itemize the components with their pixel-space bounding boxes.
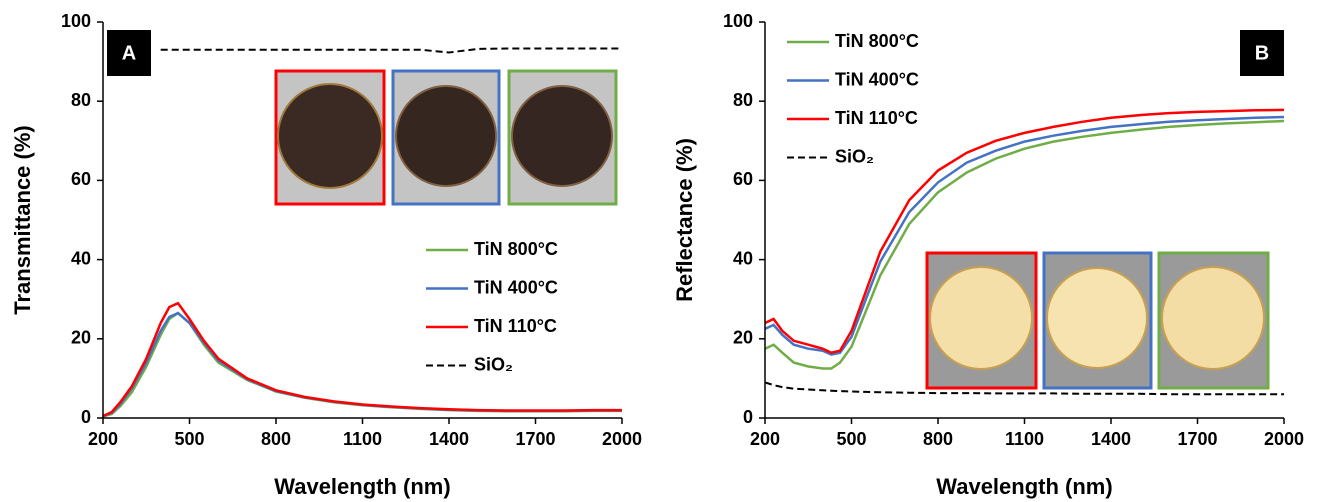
plot: 0 20 40 60 80 100 200 500 800 1100 1400 1700 2000 Wav… xyxy=(672,11,1304,499)
photos-b xyxy=(925,251,1270,390)
series-line xyxy=(764,115,1285,356)
legend-label: TiN 110°C xyxy=(474,316,557,336)
x-tick-label: 1400 xyxy=(1091,429,1131,449)
x-tick-label: 1400 xyxy=(429,429,469,449)
x-tick-label: 800 xyxy=(923,429,953,449)
x-tick-label: 1700 xyxy=(515,429,555,449)
series-line xyxy=(764,381,1284,396)
y-axis-title: Transmittance (%) xyxy=(10,125,35,315)
y-tick-label: 0 xyxy=(81,407,91,427)
panel-label: A xyxy=(122,42,136,64)
x-tick-label: 2000 xyxy=(1264,429,1304,449)
series-line xyxy=(102,301,622,418)
x-tick-label: 1100 xyxy=(1005,429,1044,449)
legend-label: TiN 400°C xyxy=(835,69,919,89)
x-tick-label: 800 xyxy=(261,429,291,449)
x-tick-label: 2000 xyxy=(602,429,642,449)
series-line xyxy=(160,47,622,54)
legend-label: SiO₂ xyxy=(835,146,874,166)
x-tick-label: 200 xyxy=(88,429,118,449)
series-line xyxy=(764,108,1285,355)
x-tick-label: 500 xyxy=(836,429,866,449)
photo-disc xyxy=(395,85,497,187)
y-tick-label: 100 xyxy=(723,11,753,31)
photo-disc xyxy=(929,266,1033,370)
photo-disc xyxy=(1161,266,1265,370)
x-tick-label: 1700 xyxy=(1177,429,1217,449)
x-axis-title: Wavelength (nm) xyxy=(936,474,1112,499)
y-tick-label: 60 xyxy=(71,169,91,189)
photo-disc xyxy=(1046,267,1148,369)
y-tick-label: 60 xyxy=(733,169,753,189)
x-tick-label: 1100 xyxy=(343,429,382,449)
series-line xyxy=(764,119,1285,370)
panel-label-box xyxy=(107,30,151,76)
y-tick-label: 0 xyxy=(743,407,753,427)
legend-label: TiN 800°C xyxy=(474,239,558,259)
y-axis-title: Reflectance (%) xyxy=(672,138,697,302)
y-tick-label: 80 xyxy=(71,90,91,110)
legend-label: TiN 110°C xyxy=(835,108,918,128)
panel-label-box xyxy=(1240,30,1284,76)
legend-label: TiN 400°C xyxy=(474,277,558,297)
photos-a xyxy=(274,69,618,206)
photo-disc xyxy=(511,85,613,187)
legend-label: TiN 800°C xyxy=(835,31,919,51)
x-tick-label: 200 xyxy=(750,429,780,449)
legend-label: SiO₂ xyxy=(474,354,513,374)
y-tick-label: 80 xyxy=(733,90,753,110)
y-tick-label: 40 xyxy=(71,248,91,268)
y-tick-label: 100 xyxy=(61,11,91,31)
panel-label: B xyxy=(1255,42,1269,64)
x-tick-label: 500 xyxy=(174,429,204,449)
y-tick-label: 20 xyxy=(71,328,91,348)
plot: 0 20 40 60 80 100 200 500 800 1100 1400 1700 2000 Wav… xyxy=(10,11,642,499)
photo-disc xyxy=(277,83,383,189)
y-tick-label: 40 xyxy=(733,248,753,268)
x-axis-title: Wavelength (nm) xyxy=(274,474,450,499)
y-tick-label: 20 xyxy=(733,328,753,348)
